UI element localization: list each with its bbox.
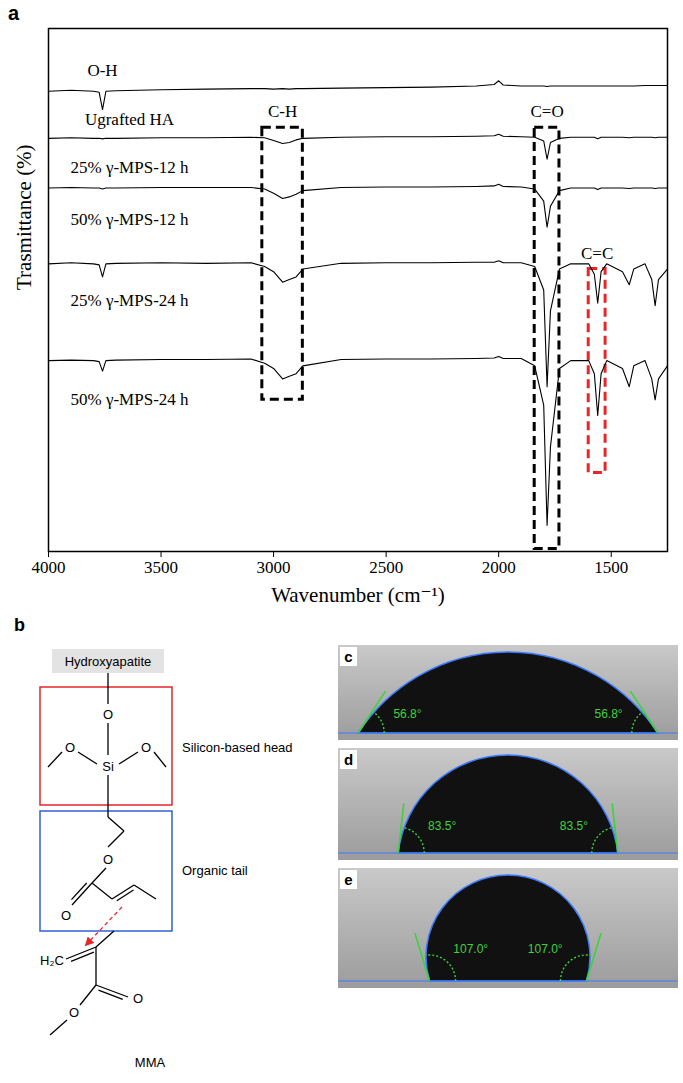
svg-text:Ugrafted HA: Ugrafted HA (85, 110, 175, 129)
svg-text:O-H: O-H (87, 61, 117, 80)
svg-text:Silicon-based head: Silicon-based head (182, 740, 293, 755)
svg-text:Wavenumber (cm⁻¹): Wavenumber (cm⁻¹) (271, 583, 445, 607)
svg-text:25% γ-MPS-24 h: 25% γ-MPS-24 h (71, 291, 190, 310)
svg-text:2500: 2500 (369, 558, 403, 577)
svg-text:56.8°: 56.8° (594, 707, 622, 721)
svg-text:2000: 2000 (482, 558, 516, 577)
svg-text:107.0°: 107.0° (453, 942, 488, 956)
svg-text:Si: Si (102, 759, 114, 774)
svg-text:O: O (133, 991, 143, 1006)
svg-text:O: O (103, 707, 113, 722)
svg-text:O: O (69, 1005, 79, 1020)
html-text:a: a (8, 2, 20, 24)
svg-text:Hydroxyapatite: Hydroxyapatite (65, 654, 152, 669)
svg-text:1500: 1500 (594, 558, 628, 577)
svg-text:83.5°: 83.5° (560, 819, 588, 833)
svg-text:O: O (61, 908, 71, 923)
svg-text:50% γ-MPS-12 h: 50% γ-MPS-12 h (71, 210, 190, 229)
svg-text:C=O: C=O (530, 102, 563, 121)
svg-text:3000: 3000 (257, 558, 291, 577)
svg-text:O: O (65, 740, 75, 755)
svg-text:25% γ-MPS-12 h: 25% γ-MPS-12 h (71, 158, 190, 177)
svg-text:4000: 4000 (32, 558, 66, 577)
svg-text:b: b (14, 615, 25, 635)
svg-text:C=C: C=C (581, 244, 613, 263)
svg-text:c: c (344, 648, 352, 665)
svg-text:MMA: MMA (135, 1055, 166, 1070)
svg-text:C-H: C-H (268, 102, 297, 121)
svg-text:Trasmittance (%): Trasmittance (%) (12, 144, 36, 290)
svg-text:e: e (344, 871, 352, 888)
svg-text:3500: 3500 (144, 558, 178, 577)
svg-text:O: O (103, 852, 113, 867)
svg-text:83.5°: 83.5° (428, 819, 456, 833)
svg-text:50% γ-MPS-24 h: 50% γ-MPS-24 h (71, 390, 190, 409)
svg-text:H₂C: H₂C (40, 953, 64, 968)
svg-text:107.0°: 107.0° (528, 942, 563, 956)
svg-text:Organic tail: Organic tail (182, 863, 248, 878)
svg-text:O: O (141, 740, 151, 755)
svg-text:56.8°: 56.8° (393, 707, 421, 721)
svg-text:d: d (344, 751, 353, 768)
